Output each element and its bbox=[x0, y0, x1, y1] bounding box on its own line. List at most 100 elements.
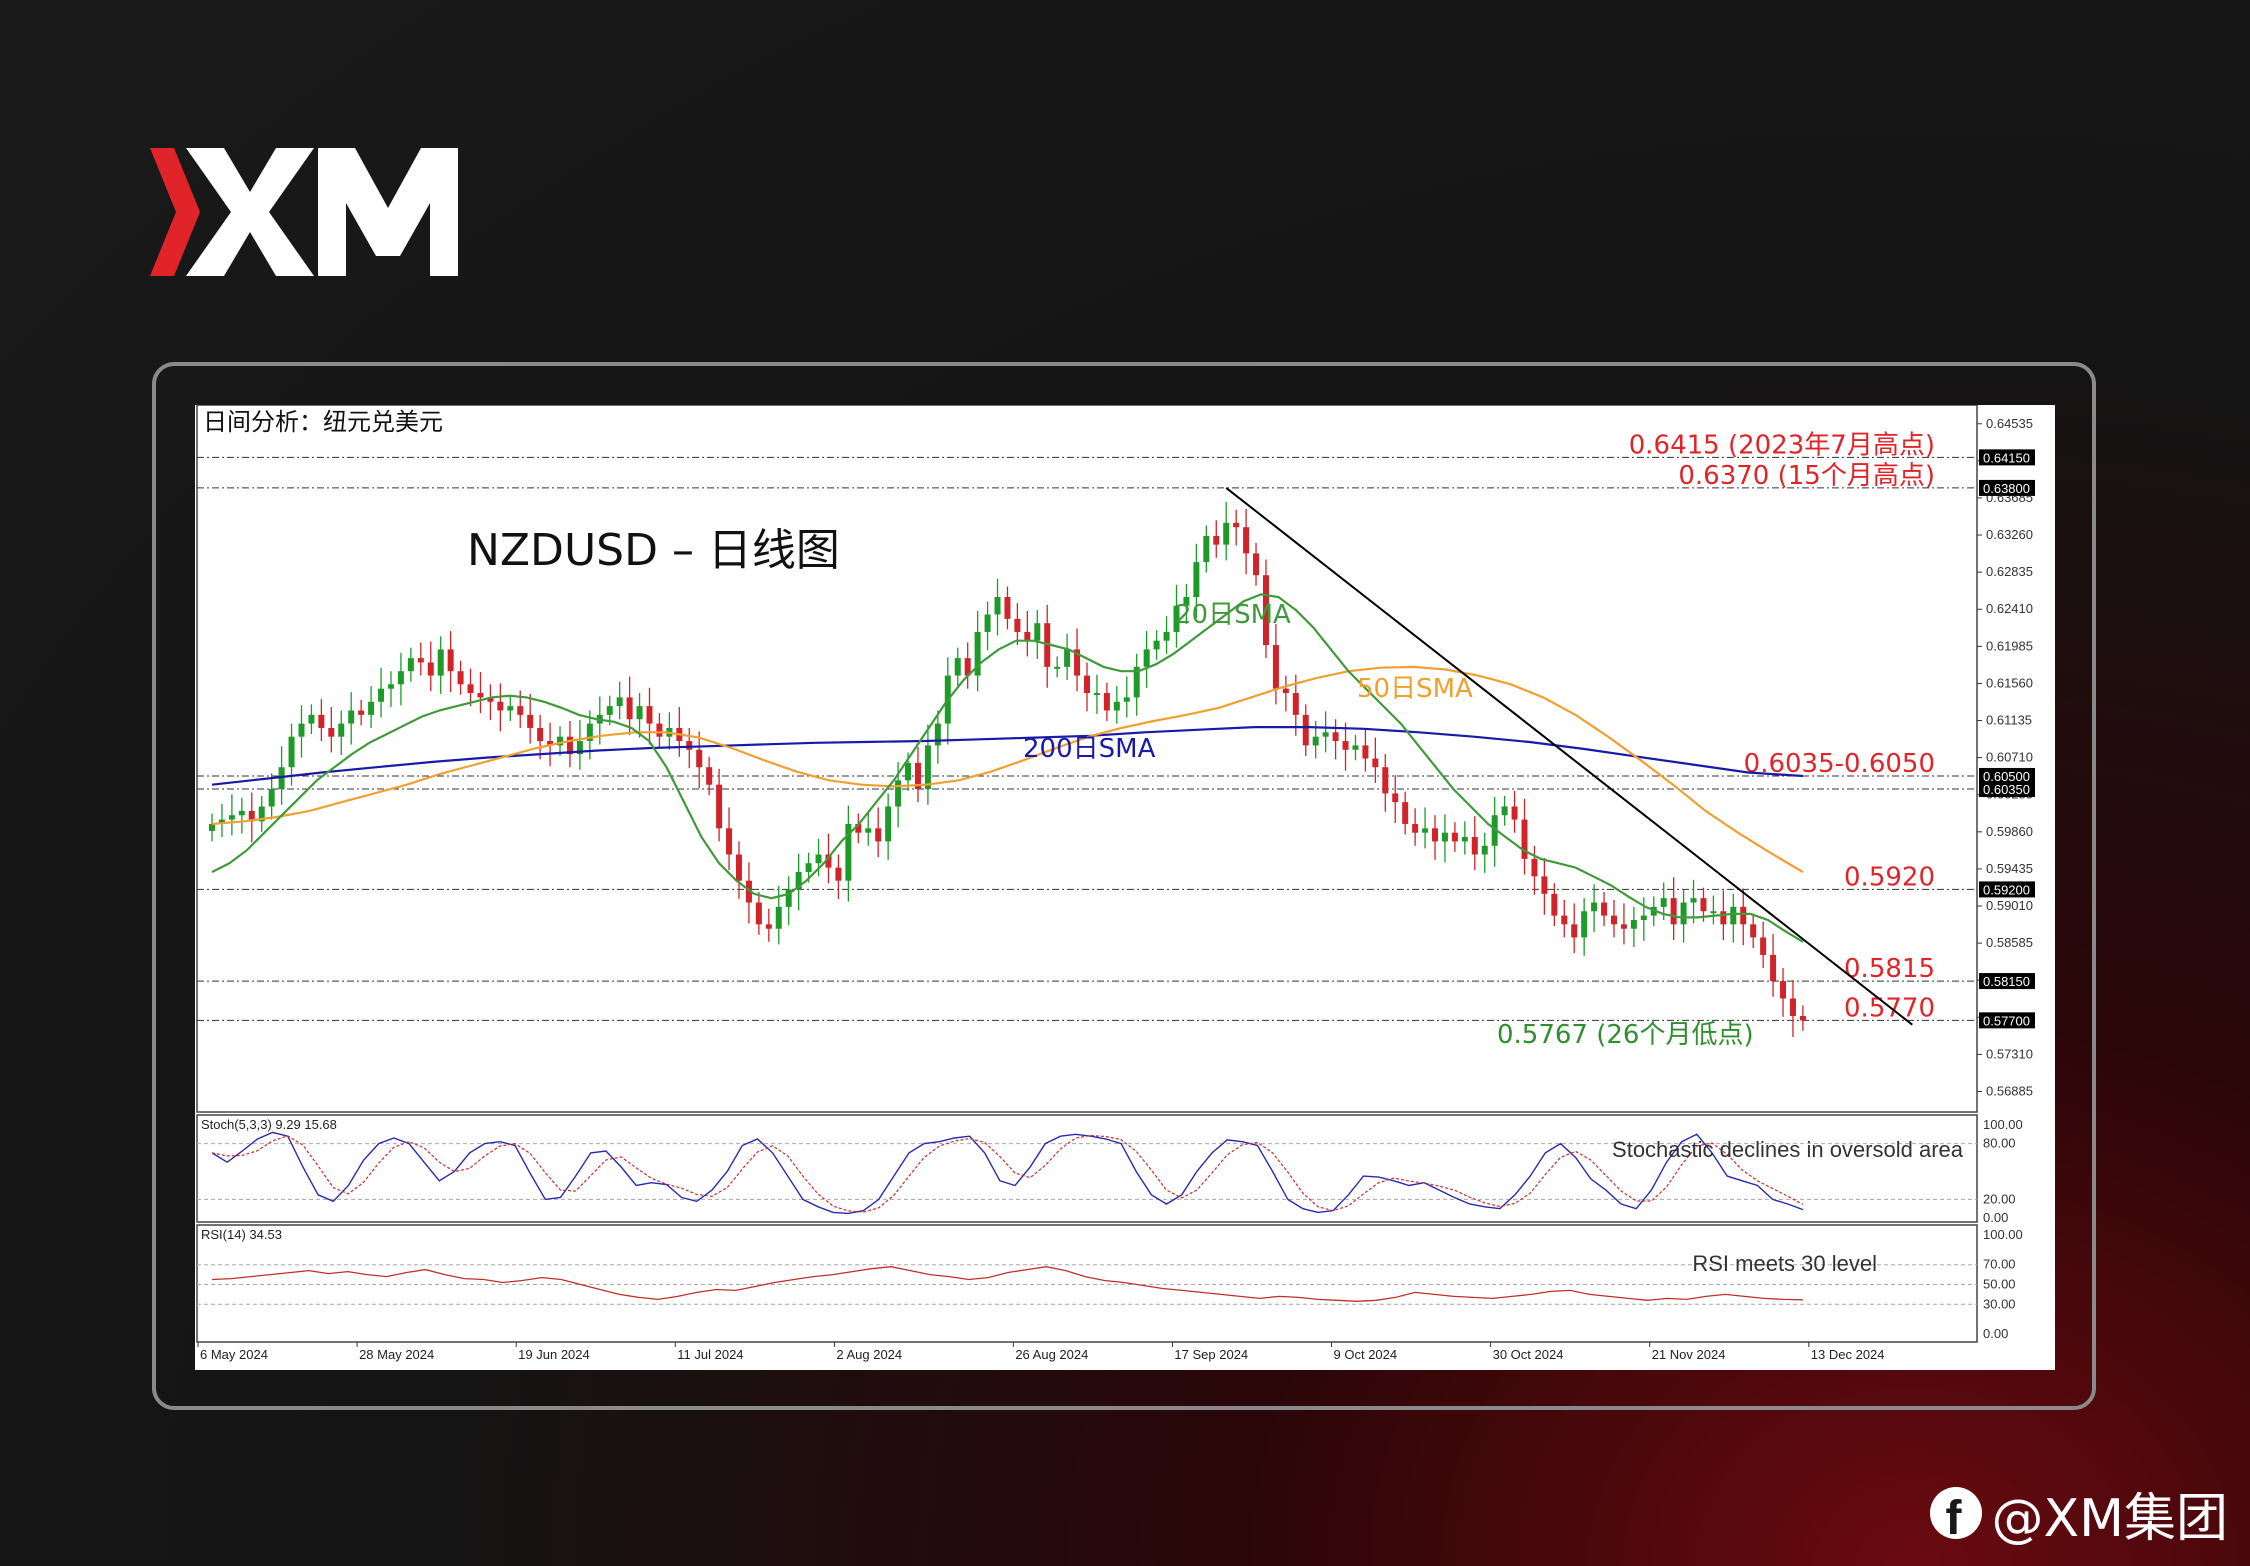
candle-body bbox=[328, 727, 335, 737]
candle-body bbox=[1422, 828, 1429, 833]
candle-body bbox=[795, 871, 802, 890]
social-handle[interactable]: f @XM集团 bbox=[1929, 1478, 2228, 1549]
rsi-axis-label: 50.00 bbox=[1983, 1277, 2016, 1292]
candle-body bbox=[1183, 597, 1190, 606]
candle-body bbox=[1670, 898, 1677, 925]
candle-body bbox=[1272, 645, 1279, 689]
candle-body bbox=[914, 762, 921, 790]
candle-body bbox=[696, 749, 703, 768]
level-label: 0.6415 (2023年7月高点) bbox=[1629, 430, 1935, 460]
stoch-axis-label: 20.00 bbox=[1983, 1191, 2016, 1206]
candle-body bbox=[1014, 618, 1021, 632]
candle-body bbox=[1322, 732, 1329, 737]
xm-logo bbox=[150, 148, 458, 276]
candle-body bbox=[1451, 832, 1458, 842]
price-tick-label: 0.62835 bbox=[1986, 564, 2033, 579]
candle-body bbox=[1312, 736, 1319, 746]
candle-body bbox=[1163, 631, 1170, 641]
candle-body bbox=[1123, 697, 1130, 702]
downtrend-line bbox=[1225, 487, 1913, 1026]
candle-body bbox=[1382, 767, 1389, 794]
candle-body bbox=[278, 767, 285, 790]
candle-body bbox=[427, 662, 434, 676]
sma200-label: 200日SMA bbox=[1023, 734, 1156, 764]
candle-body bbox=[1740, 906, 1747, 925]
stoch-header: Stoch(5,3,3) 9.29 15.68 bbox=[201, 1117, 337, 1132]
candle-body bbox=[298, 723, 305, 737]
rsi-panel bbox=[196, 1224, 1978, 1343]
candle-body bbox=[1441, 832, 1448, 842]
price-tick-label: 0.63260 bbox=[1986, 527, 2033, 542]
candle-body bbox=[974, 631, 981, 676]
candle-body bbox=[855, 823, 862, 833]
sma20-line bbox=[211, 593, 1804, 943]
candle-body bbox=[258, 806, 265, 822]
candle-body bbox=[1551, 893, 1558, 916]
candle-body bbox=[875, 828, 882, 842]
sma200-line bbox=[211, 726, 1803, 786]
candle-body bbox=[1024, 631, 1031, 641]
candle-body bbox=[1203, 535, 1210, 563]
candle-body bbox=[1789, 998, 1796, 1016]
candle-body bbox=[1054, 666, 1061, 669]
chart-canvas: 0.645350.641100.636850.632600.628350.624… bbox=[196, 405, 2035, 1362]
candle-body bbox=[1143, 649, 1150, 667]
candle-body bbox=[1780, 981, 1787, 999]
price-tick-label: 0.64535 bbox=[1986, 416, 2033, 431]
candle-body bbox=[209, 823, 215, 831]
candle-body bbox=[1342, 741, 1349, 750]
candle-body bbox=[716, 784, 723, 829]
candle-body bbox=[865, 828, 872, 833]
candle-body bbox=[348, 710, 355, 724]
stoch-annotation: Stochastic declines in oversold area bbox=[1612, 1137, 1964, 1162]
date-tick-label: 17 Sep 2024 bbox=[1174, 1347, 1248, 1362]
candle-body bbox=[845, 823, 852, 881]
candle-body bbox=[1561, 915, 1568, 925]
candle-body bbox=[308, 714, 315, 724]
candle-body bbox=[994, 597, 1001, 615]
candle-body bbox=[1084, 675, 1090, 694]
stoch-axis-label: 100.00 bbox=[1983, 1117, 2023, 1132]
date-tick-label: 26 Aug 2024 bbox=[1015, 1347, 1088, 1362]
candle-body bbox=[1133, 666, 1140, 698]
level-tag: 0.59200 bbox=[1983, 882, 2030, 897]
candle-body bbox=[1760, 937, 1767, 955]
level-tag-box bbox=[1979, 881, 2035, 898]
candle-body bbox=[1302, 714, 1309, 746]
rsi-axis-label: 30.00 bbox=[1983, 1296, 2016, 1311]
candle-body bbox=[407, 658, 414, 672]
candle-body bbox=[735, 854, 742, 881]
candle-body bbox=[905, 762, 912, 781]
level-tag-box bbox=[1979, 781, 2035, 798]
level-label: 0.6370 (15个月高点) bbox=[1678, 461, 1935, 491]
candle-body bbox=[835, 867, 842, 881]
stoch-k-line bbox=[211, 1131, 1804, 1215]
candle-body bbox=[1372, 758, 1379, 768]
candle-body bbox=[1491, 815, 1498, 846]
sma50-line bbox=[211, 665, 1804, 873]
candle-body bbox=[228, 815, 235, 820]
candle-body bbox=[785, 889, 792, 907]
logo-white-m bbox=[318, 148, 458, 276]
price-tick-label: 0.57310 bbox=[1986, 1046, 2033, 1061]
price-tick-label: 0.61560 bbox=[1986, 675, 2033, 690]
candle-body bbox=[1531, 858, 1538, 877]
candle-body bbox=[318, 714, 325, 728]
candle-body bbox=[686, 741, 693, 750]
level-tag-box bbox=[1979, 1012, 2035, 1029]
candle-body bbox=[378, 688, 385, 702]
candle-body bbox=[218, 819, 225, 824]
candle-body bbox=[1700, 898, 1707, 912]
candle-body bbox=[1720, 911, 1727, 925]
candle-body bbox=[1093, 693, 1100, 696]
candle-body bbox=[1292, 693, 1299, 715]
candle-body bbox=[1461, 837, 1468, 842]
candle-body bbox=[338, 723, 345, 737]
candle-body bbox=[288, 736, 295, 768]
stoch-axis-label: 80.00 bbox=[1983, 1136, 2016, 1151]
candle-body bbox=[964, 658, 971, 676]
candle-body bbox=[775, 906, 782, 929]
price-tick-label: 0.61985 bbox=[1986, 638, 2033, 653]
level-tag-box bbox=[1979, 973, 2035, 990]
sma50-label: 50日SMA bbox=[1357, 674, 1473, 704]
